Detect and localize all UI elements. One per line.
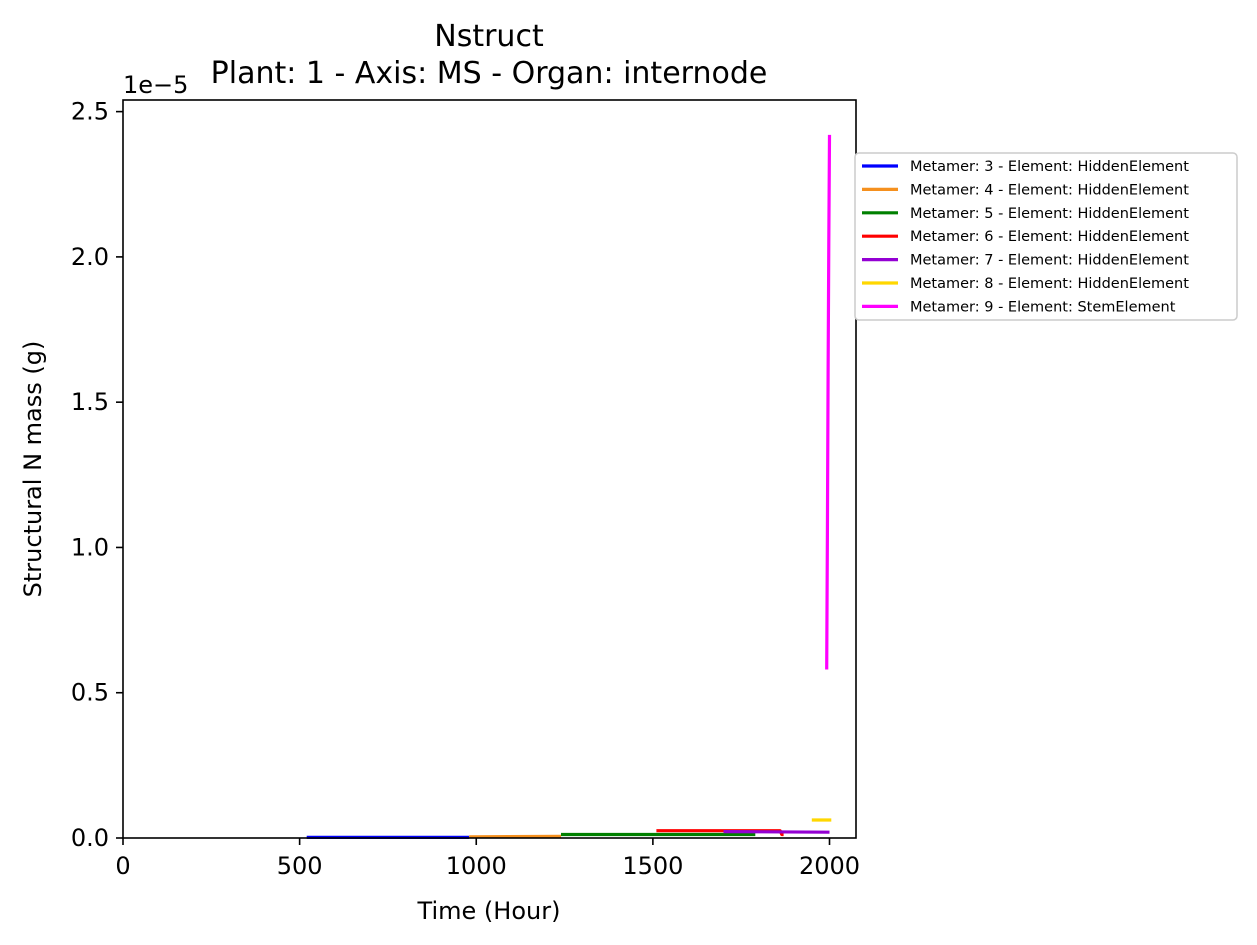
legend-frame [854,152,1238,321]
x-tick-label: 500 [277,852,323,880]
x-tick-label: 2000 [799,852,860,880]
x-tick-label: 1000 [446,852,507,880]
y-offset-label: 1e−5 [123,71,188,99]
y-tick-label: 0.5 [71,679,109,707]
legend-label: Metamer: 4 - Element: HiddenElement [910,182,1189,198]
x-tick-label: 0 [115,852,130,880]
y-axis-label: Structural N mass (g) [19,341,47,598]
y-axis-ticks: 0.0 0.5 1.0 1.5 2.0 2.5 [71,98,123,852]
y-tick-label: 0.0 [71,824,109,852]
legend-label: Metamer: 3 - Element: HiddenElement [910,159,1189,175]
series-line-5 [723,830,830,834]
legend-label: Metamer: 8 - Element: HiddenElement [910,276,1189,292]
chart-title: Nstruct [434,19,544,54]
legend-label: Metamer: 7 - Element: HiddenElement [910,253,1189,269]
x-tick-label: 1500 [622,852,683,880]
series-line-7 [825,134,832,670]
legend-label: Metamer: 5 - Element: HiddenElement [910,206,1189,222]
y-tick-label: 1.5 [71,388,109,416]
legend-label: Metamer: 6 - Element: HiddenElement [910,229,1189,245]
legend-entries: Metamer: 3 - Element: HiddenElement Metam… [862,159,1189,315]
x-axis-label: Time (Hour) [417,897,561,925]
y-tick-label: 2.5 [71,98,109,126]
legend-label: Metamer: 9 - Element: StemElement [910,299,1176,315]
chart-subtitle: Plant: 1 - Axis: MS - Organ: internode [211,56,768,91]
series-line-2 [469,834,562,839]
plot-lines [306,134,832,840]
x-axis-ticks: 0 500 1000 1500 2000 [115,838,860,880]
y-tick-label: 2.0 [71,243,109,271]
legend: Metamer: 3 - Element: HiddenElement Metam… [854,152,1238,321]
y-tick-label: 1.0 [71,533,109,561]
plot-frame [122,99,857,839]
